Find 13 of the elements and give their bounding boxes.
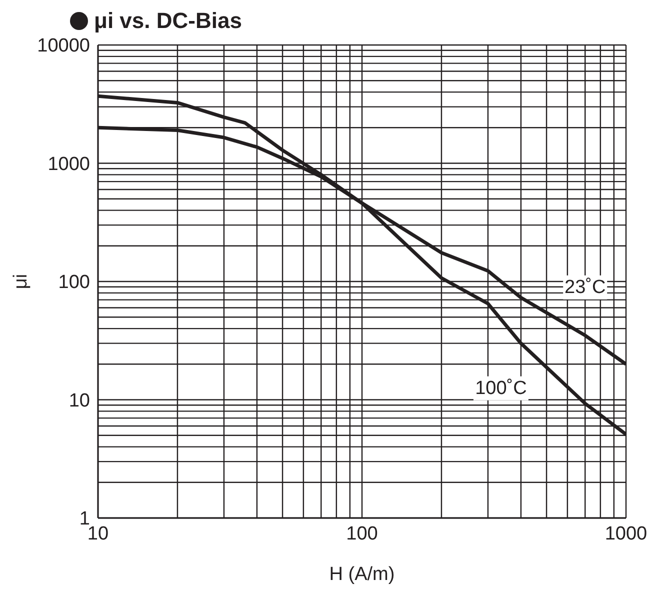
x-tick-label: 100 xyxy=(346,523,378,544)
x-tick-label: 10 xyxy=(87,523,109,544)
y-tick-label: 100 xyxy=(58,272,90,294)
x-axis-title: H (A/m) xyxy=(329,564,395,585)
chart-title: μi vs. DC-Bias xyxy=(94,8,242,34)
y-tick-label: 10000 xyxy=(37,36,90,57)
y-axis-title: μi xyxy=(10,274,32,290)
y-tick-label: 1 xyxy=(79,508,90,530)
y-tick-label: 10 xyxy=(68,390,90,412)
series-label: 23˚C xyxy=(564,276,606,298)
y-tick-label: 1000 xyxy=(48,154,90,175)
series-label: 100˚C xyxy=(475,378,527,399)
x-tick-label: 1000 xyxy=(604,523,648,544)
